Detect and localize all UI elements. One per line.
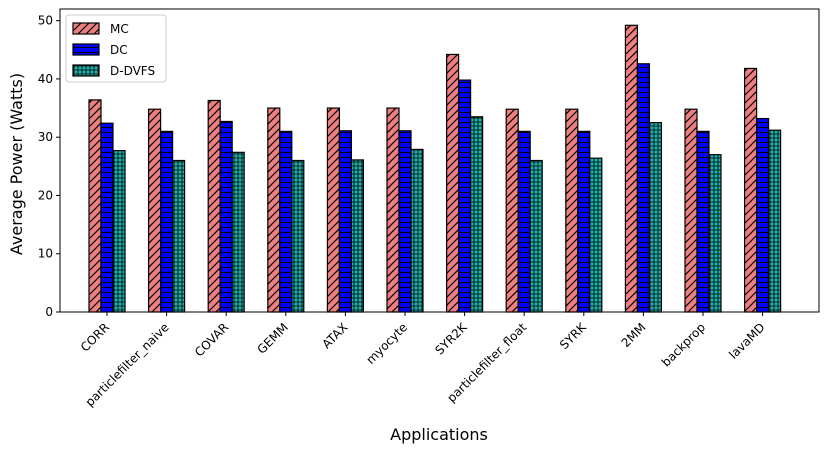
bar-mc-syrk (565, 108, 579, 313)
bar-mc-covar (207, 99, 221, 313)
x-tick-label: 2MM (619, 320, 649, 350)
y-tick-label: 40 (38, 72, 53, 86)
y-tick-label: 10 (38, 247, 53, 261)
plot-frame (59, 8, 820, 313)
bar-dc-particlefilter-float (517, 130, 531, 313)
legend-swatch (72, 22, 100, 35)
legend: MC DC D-DVFS (65, 14, 167, 83)
y-tick-label: 30 (38, 130, 53, 144)
bar-dc-corr (100, 122, 114, 313)
bar-d-dvfs-lavamd (767, 129, 782, 313)
bar-d-dvfs-myocyte (410, 148, 424, 313)
bar-d-dvfs-covar (231, 151, 245, 313)
bar-dc-syr2k (458, 79, 472, 313)
plot-area (59, 8, 820, 313)
bar-dc-syrk (577, 130, 591, 313)
bar-d-dvfs-2mm (648, 122, 663, 313)
bar-d-dvfs-corr (112, 149, 126, 313)
bar-mc-particlefilter-naive (148, 108, 162, 313)
bar-mc-corr (88, 99, 102, 313)
y-axis-title: Average Power (Watts) (7, 73, 26, 255)
legend-label: DC (110, 43, 128, 57)
bar-mc-backprop (684, 108, 698, 313)
y-tick-label: 0 (45, 305, 53, 319)
bar-dc-covar (219, 120, 233, 313)
bar-mc-lavamd (743, 67, 758, 313)
bar-d-dvfs-particlefilter-naive (172, 159, 186, 313)
y-tick-label: 50 (38, 14, 53, 28)
bars-group (88, 24, 782, 313)
bar-dc-particlefilter-naive (160, 130, 174, 313)
legend-swatch (72, 43, 100, 56)
bar-mc-gemm (267, 107, 281, 313)
bar-d-dvfs-syrk (589, 157, 603, 313)
bar-dc-2mm (636, 63, 651, 313)
bar-dc-backprop (696, 130, 710, 313)
x-axis-title: Applications (390, 425, 488, 444)
bar-d-dvfs-atax (350, 159, 364, 313)
x-tick-label: SYR2K (432, 319, 470, 357)
x-tick-label: lavaMD (726, 320, 768, 362)
y-tick-label: 20 (38, 188, 53, 202)
bar-mc-myocyte (386, 107, 400, 313)
y-axis: 0 10 20 30 40 50 (38, 14, 60, 319)
legend-label: D-DVFS (110, 64, 155, 78)
bar-dc-gemm (279, 130, 293, 313)
bar-d-dvfs-particlefilter-float (529, 159, 543, 313)
bar-d-dvfs-backprop (708, 154, 722, 313)
x-tick-label: GEMM (254, 320, 290, 356)
x-tick-label: CORR (78, 320, 112, 354)
bar-d-dvfs-syr2k (470, 116, 484, 313)
x-tick-label: ATAX (319, 320, 350, 351)
bar-dc-atax (338, 130, 352, 313)
bar-mc-2mm (624, 24, 639, 313)
bar-mc-atax (326, 107, 340, 313)
legend-swatch (72, 64, 100, 77)
bar-dc-myocyte (398, 130, 412, 313)
x-tick-label: backprop (659, 320, 708, 369)
x-tick-label: COVAR (192, 320, 231, 359)
x-tick-label: SYRK (557, 319, 590, 352)
x-tick-label: myocyte (364, 320, 411, 367)
bar-mc-particlefilter-float (505, 108, 519, 313)
bar-mc-syr2k (446, 53, 460, 313)
bar-d-dvfs-gemm (291, 159, 305, 313)
legend-label: MC (110, 22, 129, 36)
bar-dc-lavamd (755, 117, 770, 313)
